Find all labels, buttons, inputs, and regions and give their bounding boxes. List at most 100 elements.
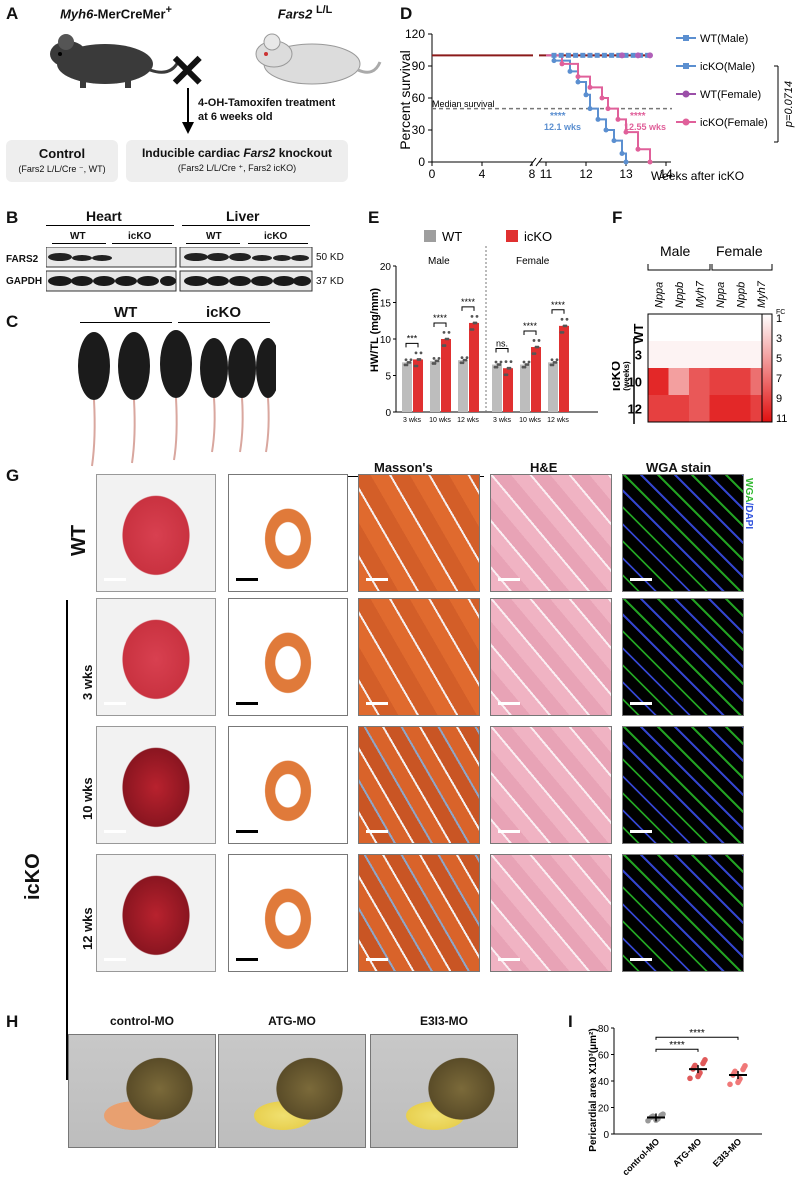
hwtl-bar-wt (520, 364, 530, 412)
hwtl-bar-wt (492, 364, 502, 412)
heatmap-female-label: Female (716, 243, 763, 259)
heatmap-cell (668, 368, 689, 395)
histology-section-row0 (228, 474, 348, 592)
hwtl-dot-icko (534, 345, 538, 349)
row-icko-label: icKO (22, 853, 44, 900)
mice-wt-label: WT (114, 304, 138, 321)
scale-bar (366, 958, 388, 961)
panel-label-f: F (612, 208, 623, 227)
icko-male-survival-line-point (603, 127, 609, 133)
hwtl-sig-bracket (405, 342, 419, 348)
zebrafish-embryo-image-2 (370, 1034, 518, 1148)
icko-male-survival-line-point (611, 138, 617, 144)
male-median-stars: **** (550, 111, 566, 122)
col-masson-label: Masson's (374, 460, 433, 475)
icko-male-survival-line-point (575, 79, 581, 85)
wt-male-censor (609, 52, 615, 58)
zebrafish-label-2: E3I3-MO (419, 1014, 468, 1028)
treatment-line2: at 6 weeks old (198, 111, 273, 123)
hwtl-bar-icko (413, 359, 423, 412)
hwtl-dot-wt (437, 356, 441, 360)
zebrafish-label-1: ATG-MO (268, 1014, 316, 1028)
scale-bar (366, 578, 388, 581)
histology-section-row3 (228, 854, 348, 972)
heatmap-scale-2: 5 (776, 353, 782, 365)
median-survival-label: Median survival (432, 99, 495, 109)
western-blot (46, 247, 313, 292)
survival-ytick-label: 30 (412, 123, 426, 137)
histology-masson-row1 (358, 598, 480, 716)
legend-marker-3 (682, 118, 690, 126)
survival-ytick-label: 60 (412, 91, 426, 105)
hwtl-bar-icko (531, 347, 541, 412)
hwtl-dot-wt (403, 363, 407, 367)
heatmap-row-1: 3 (635, 348, 642, 363)
heatmap-cell (648, 314, 669, 341)
col-wga-label: WGA stain (646, 460, 712, 475)
blot-wt2: WT (206, 231, 222, 242)
histology-wga-row2 (622, 726, 744, 844)
hwtl-dot-icko (509, 360, 513, 364)
hwtl-dot-icko (447, 331, 451, 334)
cross-symbol: ✕ (168, 45, 207, 97)
heatmap-gene-4: Nppb (735, 282, 747, 308)
hwtl-xtick-label: 10 wks (519, 417, 541, 424)
hwtl-dot-wt (404, 358, 408, 362)
heatmap-scale-0: 1 (776, 313, 782, 325)
hwtl-xtick-label: 12 wks (547, 417, 569, 424)
hwtl-dot-wt (465, 356, 469, 360)
hwtl-sig-label: **** (551, 300, 566, 310)
scale-bar (498, 830, 520, 833)
legend-label-1: icKO(Male) (700, 61, 755, 73)
hwtl-dot-icko (419, 351, 423, 355)
hwtl-ytick-label: 0 (385, 408, 391, 419)
hwtl-dot-icko (508, 366, 512, 370)
histology-wga-row1 (622, 598, 744, 716)
hwtl-sig-label: **** (523, 321, 538, 331)
wt-male-censor (623, 52, 629, 58)
female-median-value: 12.55 wks (624, 122, 666, 132)
hwtl-xtick-label: 12 wks (457, 417, 479, 424)
hwtl-dot-wt (460, 356, 464, 360)
icko-male-survival-line-point (619, 150, 625, 156)
icko-male-survival-line-point (587, 106, 593, 112)
icko-female-survival-line-point (599, 95, 605, 101)
hwtl-dot-wt (406, 360, 410, 364)
hwtl-dot-icko (442, 331, 446, 334)
hwtl-dot-wt (433, 362, 437, 365)
male-median-value: 12.1 wks (544, 122, 581, 132)
blot-kd-37: 37 KD (316, 276, 344, 287)
hwtl-dot-wt (499, 360, 503, 364)
hwtl-dot-icko (441, 344, 445, 347)
wt-male-censor (587, 52, 593, 58)
pericardial-point (735, 1079, 741, 1086)
wt-female-censor (635, 52, 641, 59)
heatmap-cell (668, 395, 689, 422)
hwtl-bar-wt (402, 362, 412, 412)
treatment-line1: 4-OH-Tamoxifen treatment (198, 97, 336, 109)
heatmap-cell (730, 341, 751, 368)
liver-bracket (182, 225, 310, 226)
survival-xtick-label: 0 (429, 167, 436, 181)
dapi-blue-label: /DAPI (743, 502, 754, 530)
histology-wga-row0 (622, 474, 744, 592)
zebrafish-label-0: control-MO (110, 1014, 174, 1028)
mouse1-rest: -MerCreMer (93, 6, 166, 22)
hwtl-sig-bracket (551, 309, 565, 314)
scale-bar (498, 958, 520, 961)
hwtl-dot-icko (561, 331, 565, 334)
pericardial-ytick-label: 0 (603, 1130, 609, 1141)
heatmap-cell (648, 368, 669, 395)
scale-bar (630, 578, 652, 581)
hwtl-plot: 0 5 10 15 20 3 wks *** 10 wks **** 12 wks **** 3 wk… (380, 246, 598, 424)
hwtl-dot-wt (464, 358, 468, 362)
pericardial-ytick-label: 20 (598, 1104, 610, 1115)
hwtl-xtick-label: 3 wks (493, 417, 511, 424)
row-wt-label: WT (68, 524, 90, 556)
wga-channel-label: WGA/DAPI (743, 478, 754, 529)
hwtl-bar-wt (548, 362, 558, 412)
survival-xtick-label: 11 (540, 167, 553, 181)
pericardial-ylabel: Pericardial area X10³(μm²) (588, 1028, 599, 1151)
survival-xlabel: Weeks after icKO (651, 169, 744, 183)
heatmap-scale-1: 3 (776, 333, 782, 345)
